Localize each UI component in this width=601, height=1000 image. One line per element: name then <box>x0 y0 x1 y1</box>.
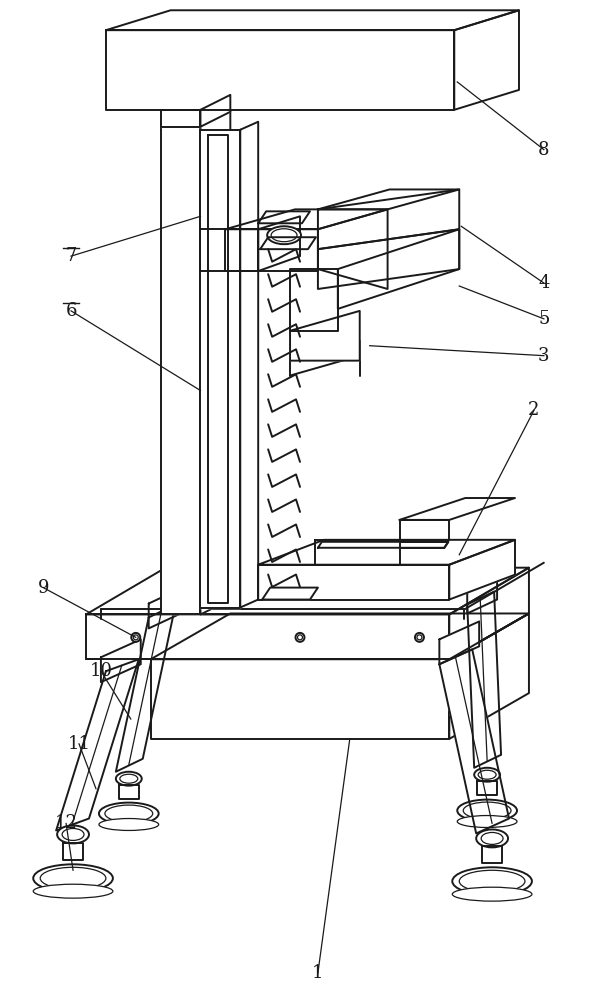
Polygon shape <box>338 229 459 309</box>
Polygon shape <box>160 110 201 127</box>
Polygon shape <box>262 588 318 600</box>
Ellipse shape <box>474 768 500 782</box>
Ellipse shape <box>296 633 305 642</box>
Polygon shape <box>63 843 83 860</box>
Polygon shape <box>290 269 338 331</box>
Text: 10: 10 <box>90 662 112 680</box>
Ellipse shape <box>33 864 113 892</box>
Text: 8: 8 <box>538 141 550 159</box>
Ellipse shape <box>62 828 84 840</box>
Ellipse shape <box>453 887 532 901</box>
Polygon shape <box>201 95 230 127</box>
Text: 9: 9 <box>37 579 49 597</box>
Ellipse shape <box>463 802 511 819</box>
Text: 2: 2 <box>528 401 540 419</box>
Ellipse shape <box>271 229 297 242</box>
Ellipse shape <box>116 772 142 786</box>
Ellipse shape <box>457 816 517 827</box>
Ellipse shape <box>457 800 517 822</box>
Polygon shape <box>225 209 388 229</box>
Ellipse shape <box>453 867 532 895</box>
Polygon shape <box>86 614 450 659</box>
Text: 7: 7 <box>66 247 77 265</box>
Polygon shape <box>450 568 529 659</box>
Polygon shape <box>318 209 388 289</box>
Text: 3: 3 <box>538 347 550 365</box>
Polygon shape <box>318 189 459 249</box>
Ellipse shape <box>417 635 422 640</box>
Ellipse shape <box>476 829 508 847</box>
Polygon shape <box>225 229 318 271</box>
Ellipse shape <box>33 884 113 898</box>
Polygon shape <box>467 592 501 768</box>
Ellipse shape <box>120 774 138 783</box>
Ellipse shape <box>481 832 503 844</box>
Text: 11: 11 <box>67 735 91 753</box>
Polygon shape <box>116 605 175 772</box>
Polygon shape <box>119 785 139 799</box>
Ellipse shape <box>105 805 153 822</box>
Ellipse shape <box>131 633 140 642</box>
Polygon shape <box>439 621 479 664</box>
Polygon shape <box>209 135 228 603</box>
Polygon shape <box>318 189 459 209</box>
Polygon shape <box>318 229 459 289</box>
Polygon shape <box>258 211 310 223</box>
Polygon shape <box>160 122 201 614</box>
Ellipse shape <box>40 867 106 889</box>
Polygon shape <box>315 540 400 565</box>
Polygon shape <box>400 498 515 520</box>
Polygon shape <box>56 659 139 830</box>
Polygon shape <box>201 130 240 608</box>
Polygon shape <box>151 613 529 659</box>
Polygon shape <box>439 649 509 833</box>
Polygon shape <box>106 10 519 30</box>
Polygon shape <box>454 10 519 110</box>
Ellipse shape <box>99 803 159 824</box>
Polygon shape <box>106 30 454 110</box>
Polygon shape <box>201 107 230 614</box>
Text: 6: 6 <box>66 302 77 320</box>
Ellipse shape <box>297 635 302 640</box>
Polygon shape <box>86 568 529 614</box>
Text: 12: 12 <box>55 814 78 832</box>
Ellipse shape <box>478 770 496 779</box>
Ellipse shape <box>133 635 138 640</box>
Polygon shape <box>400 520 450 540</box>
Polygon shape <box>450 540 515 600</box>
Ellipse shape <box>267 226 301 244</box>
Polygon shape <box>467 576 497 613</box>
Polygon shape <box>258 540 515 565</box>
Polygon shape <box>258 216 300 271</box>
Text: 4: 4 <box>538 274 549 292</box>
Ellipse shape <box>415 633 424 642</box>
Polygon shape <box>201 229 258 271</box>
Ellipse shape <box>57 825 89 843</box>
Text: 5: 5 <box>538 310 549 328</box>
Polygon shape <box>151 659 450 739</box>
Polygon shape <box>260 237 316 249</box>
Text: 1: 1 <box>312 964 324 982</box>
Polygon shape <box>240 122 258 608</box>
Polygon shape <box>482 846 502 863</box>
Polygon shape <box>318 542 448 548</box>
Polygon shape <box>477 781 497 795</box>
Polygon shape <box>101 639 141 682</box>
Ellipse shape <box>459 870 525 892</box>
Polygon shape <box>450 613 529 739</box>
Polygon shape <box>258 565 450 600</box>
Polygon shape <box>148 590 178 628</box>
Ellipse shape <box>99 819 159 830</box>
Polygon shape <box>290 311 360 361</box>
